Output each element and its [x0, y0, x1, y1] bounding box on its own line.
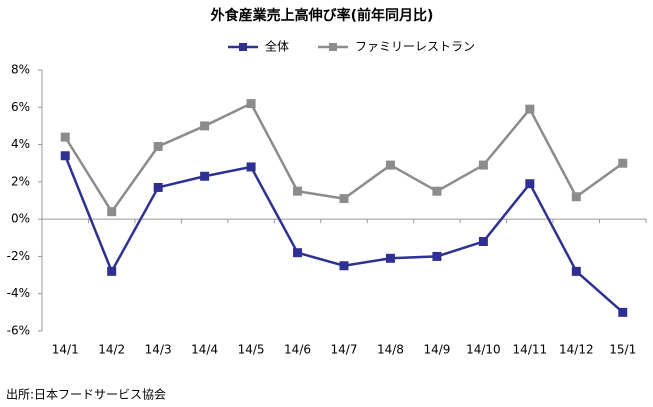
point-marker: [153, 141, 163, 151]
point-marker: [525, 179, 535, 189]
point-marker: [293, 186, 303, 196]
point-marker: [571, 192, 581, 202]
x-tick-label: 14/2: [98, 343, 125, 357]
point-marker: [153, 182, 163, 192]
x-tick-label: 14/8: [377, 343, 404, 357]
y-tick-label: 2%: [11, 174, 30, 188]
legend-marker: [329, 43, 337, 51]
y-tick-label: 6%: [11, 100, 30, 114]
point-marker: [246, 162, 256, 172]
x-tick-label: 14/6: [284, 343, 311, 357]
x-tick-label: 14/12: [559, 343, 594, 357]
point-marker: [618, 158, 628, 168]
point-marker: [293, 248, 303, 258]
y-tick-label: 0%: [11, 212, 30, 226]
point-marker: [385, 160, 395, 170]
point-marker: [339, 194, 349, 204]
series-line: [64, 155, 624, 314]
x-tick-label: 14/10: [466, 343, 501, 357]
y-tick-label: -2%: [7, 249, 30, 263]
point-marker: [385, 253, 395, 263]
point-marker: [107, 207, 117, 217]
point-marker: [60, 151, 70, 161]
x-tick-label: 14/11: [513, 343, 548, 357]
point-marker: [339, 261, 349, 271]
point-marker: [200, 121, 210, 131]
x-tick-label: 14/5: [238, 343, 265, 357]
x-tick-label: 14/4: [191, 343, 218, 357]
legend-marker: [239, 43, 247, 51]
legend-label: ファミリーレストラン: [355, 40, 475, 54]
point-marker: [200, 171, 210, 181]
source-note: 出所:日本フードサービス協会: [6, 387, 166, 402]
x-tick-label: 14/3: [145, 343, 172, 357]
y-tick-label: 8%: [11, 63, 30, 77]
x-tick-label: 14/7: [331, 343, 358, 357]
point-marker: [618, 307, 628, 317]
y-tick-label: 4%: [11, 137, 30, 151]
point-marker: [525, 104, 535, 114]
point-marker: [478, 160, 488, 170]
y-tick-label: -6%: [7, 324, 30, 338]
legend-label: 全体: [265, 39, 289, 54]
y-tick-label: -4%: [7, 286, 30, 300]
chart-title: 外食産業売上高伸び率(前年同月比): [211, 7, 434, 24]
x-tick-label: 14/9: [423, 343, 450, 357]
point-marker: [478, 237, 488, 247]
point-marker: [432, 251, 442, 261]
point-marker: [246, 99, 256, 109]
x-tick-label: 14/1: [52, 343, 79, 357]
point-marker: [107, 266, 117, 276]
point-marker: [432, 186, 442, 196]
point-marker: [60, 132, 70, 142]
point-marker: [571, 266, 581, 276]
x-tick-label: 15/1: [609, 343, 636, 357]
